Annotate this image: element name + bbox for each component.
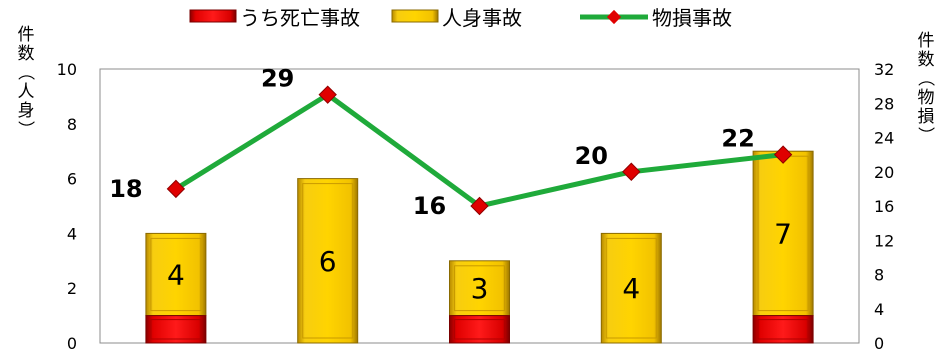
bar-injury-bevel — [302, 183, 354, 339]
bar-injury — [752, 150, 814, 317]
line-value-label: 22 — [721, 125, 754, 153]
bar-fatal-bevel — [150, 319, 202, 340]
bar-value-label: 3 — [471, 272, 489, 305]
legend-swatch-injury — [391, 9, 439, 23]
y-axis-title-right: 件数（物損） — [915, 31, 935, 144]
bar-series: 4 6 3 4 7 — [145, 150, 814, 344]
bar-value-label: 7 — [774, 217, 792, 250]
y-axis-title-left-char: 身 — [18, 101, 35, 121]
legend: うち死亡事故 人身事故 物損事故 — [189, 6, 732, 30]
bar-fatal — [145, 315, 207, 344]
bar-injury-bevel — [605, 237, 657, 339]
bar-injury-bevel — [454, 265, 505, 312]
legend-marker-property — [606, 9, 622, 25]
y-axis-title-right-char: 損 — [918, 107, 935, 127]
bar-value-label: 4 — [167, 259, 185, 292]
y-tick-left: 6 — [67, 170, 77, 189]
y-tick-right: 20 — [874, 163, 894, 182]
y-tick-left: 0 — [67, 334, 77, 353]
y-tick-left: 2 — [67, 279, 77, 298]
bar-injury-bevel — [150, 237, 202, 312]
line-marker — [166, 179, 186, 199]
y-tick-right: 0 — [874, 334, 884, 353]
y-tick-right: 16 — [874, 197, 894, 216]
line-marker — [318, 85, 337, 104]
y-axis-title-left-char: ） — [15, 121, 35, 138]
y-tick-right: 24 — [874, 129, 894, 148]
line-series: 18 29 16 20 22 — [109, 65, 793, 220]
bar-fatal-bevel — [454, 319, 505, 340]
y-axis-title-right-char: 件 — [918, 31, 935, 51]
y-axis-title-left-char: 件 — [18, 25, 35, 45]
legend-swatch-fatal — [189, 9, 237, 23]
bar-value-label: 6 — [319, 245, 337, 278]
y-tick-left: 4 — [67, 224, 77, 243]
y-axis-title-left: 件数（人身） — [15, 25, 35, 138]
y-axis-title-left-char: 人 — [18, 82, 35, 102]
bar-fatal-bevel — [757, 319, 809, 340]
y-axis-title-left-char: （ — [15, 64, 35, 81]
line-marker — [773, 145, 793, 164]
bar-injury — [297, 178, 359, 344]
line-marker — [622, 162, 641, 181]
y-tick-left: 10 — [57, 60, 77, 79]
line-value-label: 18 — [109, 175, 142, 203]
bar-fatal — [449, 315, 510, 344]
legend-label-property: 物損事故 — [652, 6, 732, 30]
line-path — [174, 92, 784, 209]
y-axis-title-right-char: 数 — [918, 50, 935, 70]
bar-injury — [145, 232, 207, 317]
y-tick-right: 12 — [874, 231, 894, 250]
y-axis-right: 0 4 8 12 16 20 24 28 32 — [874, 60, 894, 353]
line-value-label: 29 — [261, 65, 294, 93]
bar-fatal — [752, 315, 814, 344]
y-axis-title-right-char: 物 — [918, 88, 935, 108]
legend-label-fatal: うち死亡事故 — [240, 6, 360, 30]
y-tick-right: 32 — [874, 60, 894, 79]
bar-injury — [449, 260, 510, 317]
y-axis-title-right-char: ） — [915, 127, 935, 144]
y-tick-left: 8 — [67, 115, 77, 134]
bar-value-label: 4 — [622, 272, 640, 305]
y-axis-left: 0 2 4 6 8 10 — [57, 60, 77, 353]
line-marker — [470, 196, 489, 216]
y-tick-right: 4 — [874, 300, 884, 319]
line-value-label: 20 — [575, 142, 608, 170]
y-axis-title-right-char: （ — [915, 70, 935, 87]
y-tick-right: 8 — [874, 266, 884, 285]
line-value-label: 16 — [413, 192, 446, 220]
bar-injury — [600, 232, 662, 344]
legend-label-injury: 人身事故 — [442, 6, 522, 30]
y-tick-right: 28 — [874, 94, 894, 113]
y-axis-title-left-char: 数 — [18, 44, 35, 64]
